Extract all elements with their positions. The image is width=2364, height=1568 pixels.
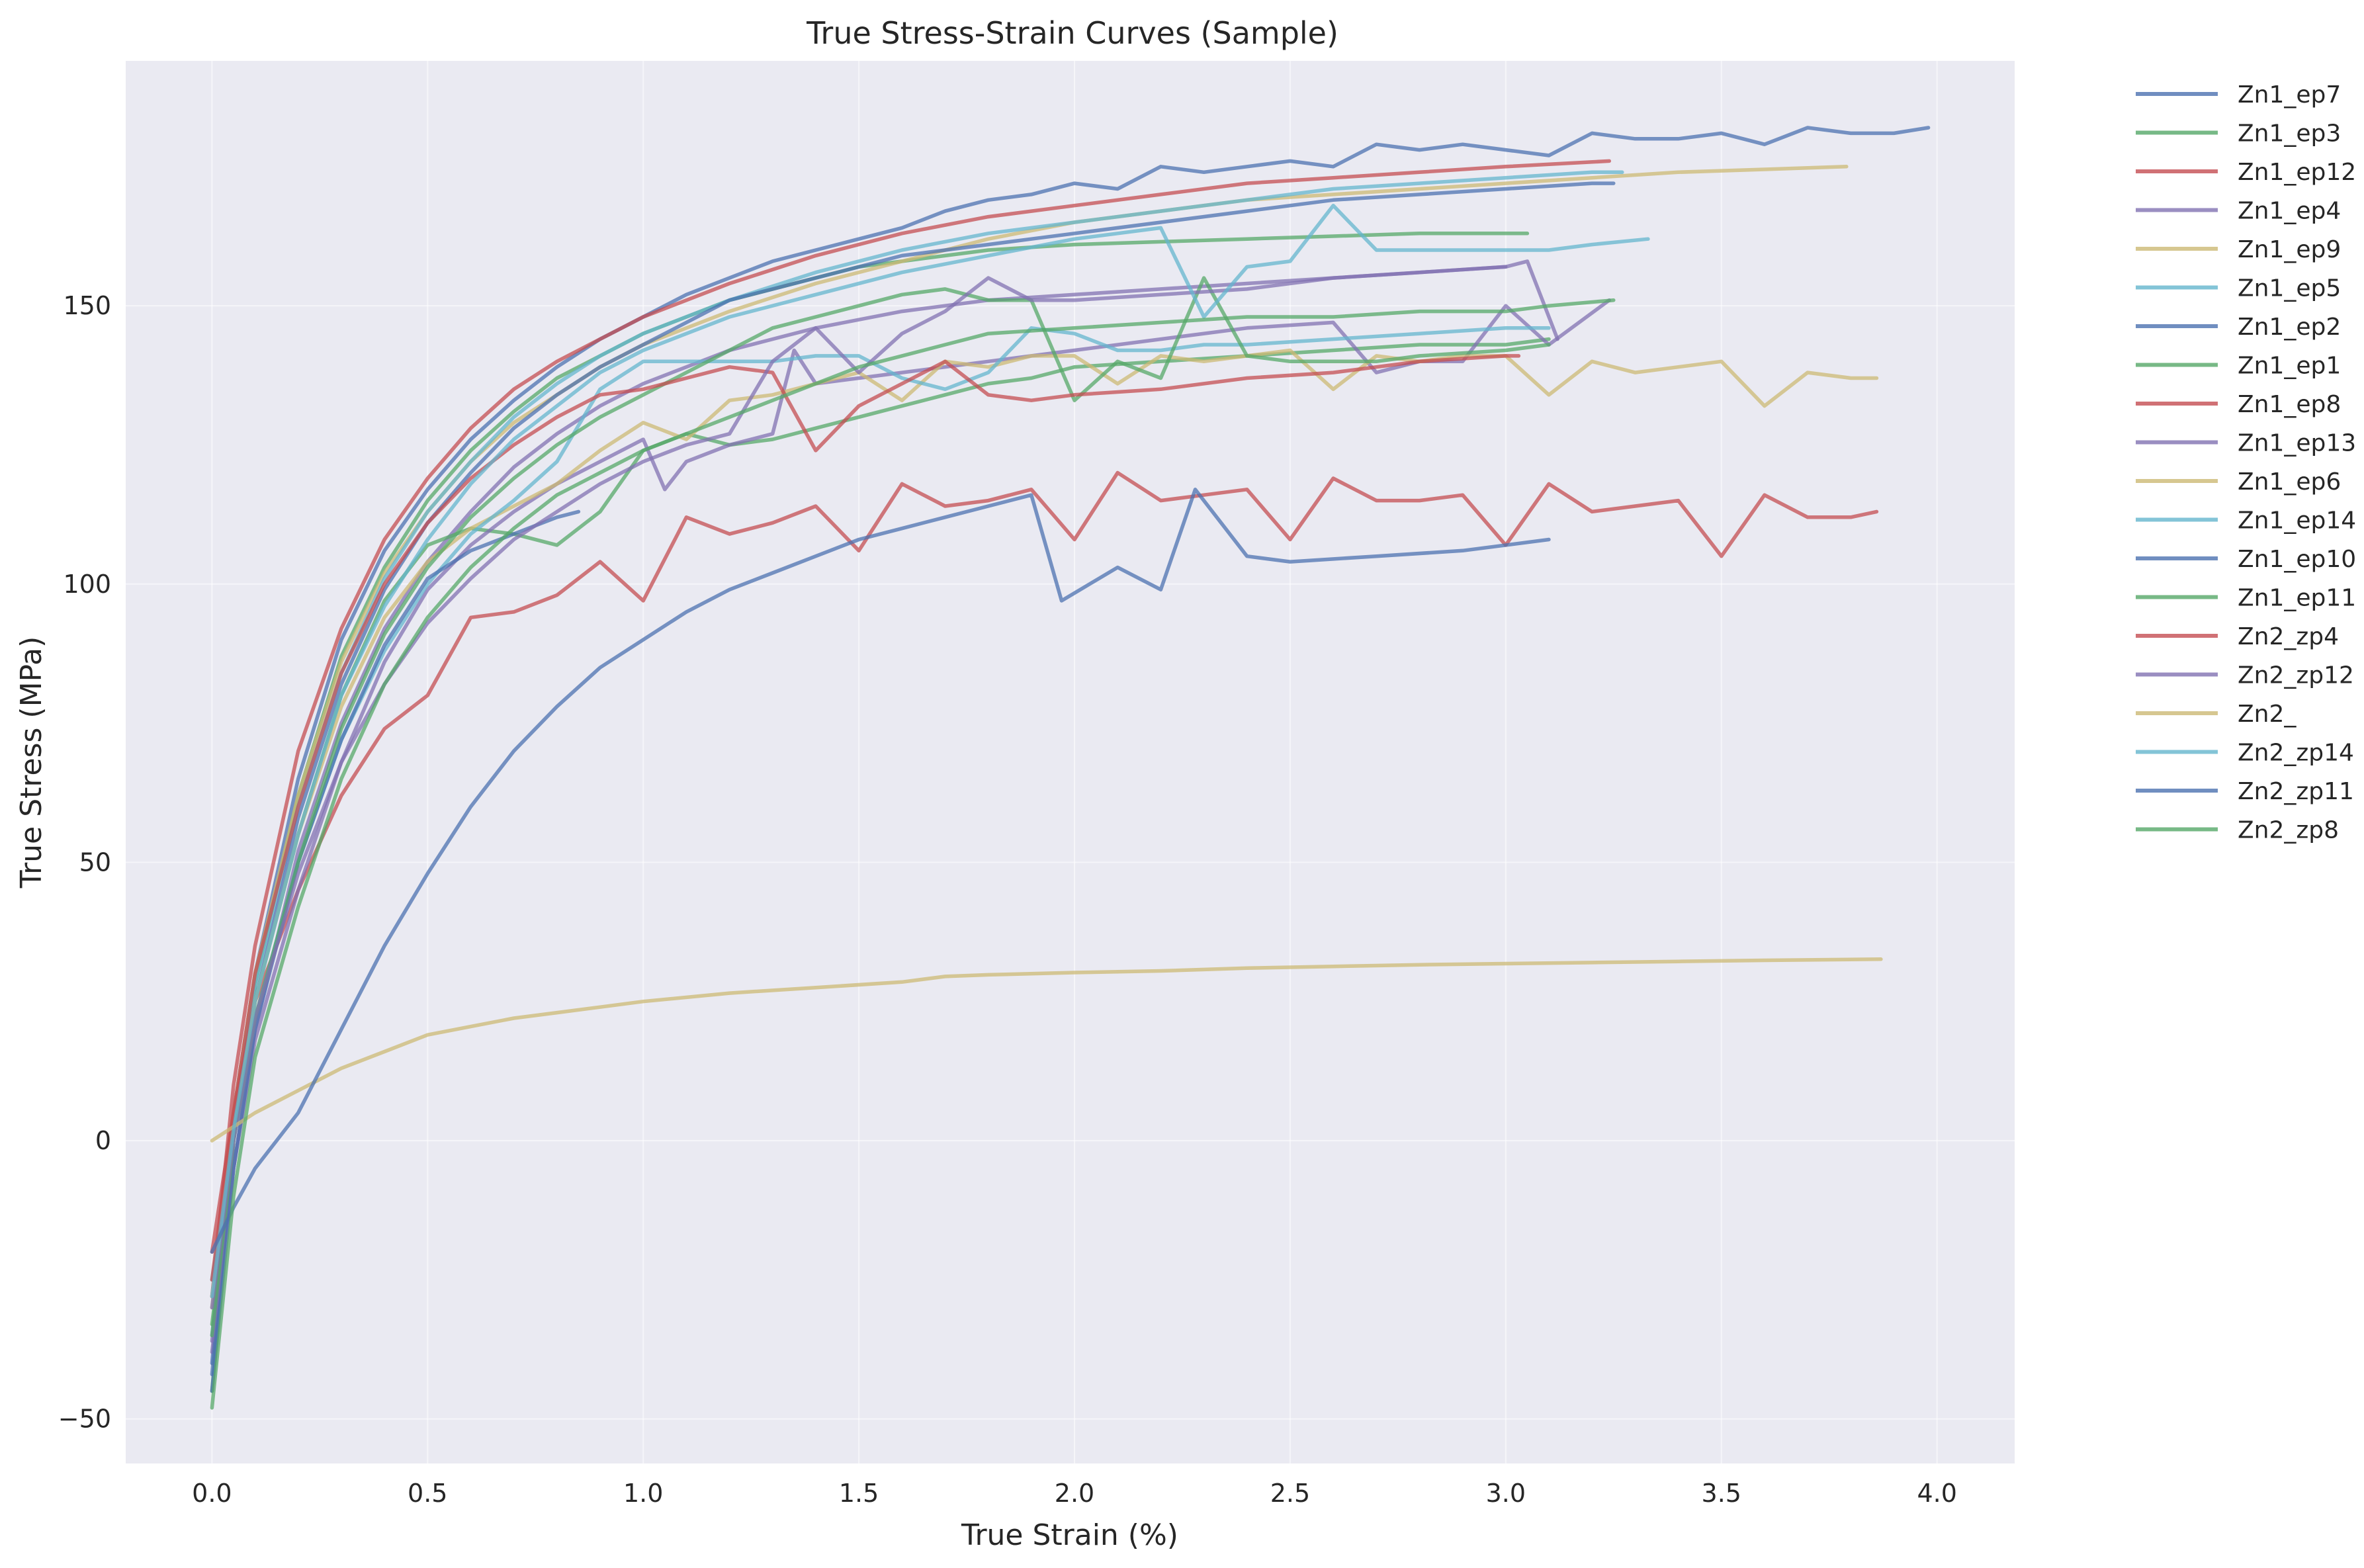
legend-label: Zn2_zp12 (2238, 662, 2354, 689)
x-tick-label: 3.0 (1486, 1479, 1526, 1508)
x-tick-labels: 0.0 0.5 1.0 1.5 2.0 2.5 3.0 3.5 4.0 (192, 1479, 1957, 1508)
legend: Zn1_ep7 Zn1_ep3 Zn1_ep12 Zn1_ep4 Zn1_ep9 Zn1_… (2136, 81, 2356, 844)
x-tick-label: 1.0 (623, 1479, 663, 1508)
y-axis-title: True Stress (MPa) (15, 636, 48, 889)
legend-label: Zn1_ep8 (2238, 391, 2341, 418)
data-series (210, 126, 1931, 1410)
legend-label: Zn1_ep2 (2238, 314, 2341, 341)
legend-label: Zn1_ep14 (2238, 507, 2356, 535)
series-line-zn2-zp14 (210, 203, 1650, 1299)
chart-title: True Stress-Strain Curves (Sample) (806, 15, 1338, 51)
legend-label: Zn1_ep12 (2238, 159, 2356, 186)
series-line-zn1-ep11 (210, 276, 1551, 1338)
y-tick-label: 50 (79, 848, 111, 877)
legend-label: Zn1_ep11 (2238, 585, 2356, 612)
series-line-zn1-ep13 (210, 298, 1612, 1343)
x-tick-label: 2.5 (1270, 1479, 1310, 1508)
series-line-zn2- (210, 957, 1883, 1143)
legend-label: Zn1_ep1 (2238, 353, 2341, 380)
legend-label: Zn1_ep4 (2238, 198, 2341, 225)
series-line-zn1-ep12 (210, 159, 1612, 1299)
plot-area (126, 61, 2015, 1463)
legend-label: Zn1_ep6 (2238, 468, 2341, 496)
legend-label: Zn1_ep13 (2238, 430, 2356, 457)
legend-label: Zn2_zp14 (2238, 740, 2354, 767)
series-line-zn2-zp4 (210, 354, 1521, 1282)
legend-label: Zn1_ep10 (2238, 546, 2356, 573)
legend-label: Zn1_ep5 (2238, 275, 2341, 302)
x-tick-label: 3.5 (1702, 1479, 1741, 1508)
y-tick-label: −50 (58, 1405, 111, 1434)
grid-lines (126, 61, 2015, 1463)
y-tick-labels: −50 0 50 100 150 (58, 291, 111, 1434)
legend-label: Zn2_ (2238, 701, 2297, 728)
legend-label: Zn1_ep9 (2238, 236, 2341, 263)
legend-label: Zn1_ep7 (2238, 81, 2341, 109)
series-line-zn1-ep7 (210, 126, 1931, 1366)
series-line-zn1-ep8 (210, 470, 1879, 1254)
series-line-zn2-zp8 (210, 298, 1616, 1410)
legend-label: Zn1_ep3 (2238, 120, 2341, 148)
y-tick-label: 100 (63, 570, 111, 599)
x-axis-title: True Strain (%) (961, 1518, 1178, 1552)
x-tick-label: 4.0 (1917, 1479, 1956, 1508)
series-line-zn1-ep14 (210, 326, 1551, 1282)
x-tick-label: 1.5 (839, 1479, 879, 1508)
legend-label: Zn2_zp11 (2238, 778, 2354, 805)
x-tick-label: 0.0 (192, 1479, 232, 1508)
series-line-zn1-ep9 (210, 165, 1849, 1310)
series-line-zn1-ep6 (210, 348, 1879, 1299)
x-tick-label: 2.0 (1055, 1479, 1094, 1508)
legend-label: Zn2_zp8 (2238, 817, 2339, 844)
series-line-zn2-zp12 (210, 265, 1508, 1310)
y-tick-label: 0 (95, 1126, 111, 1155)
series-line-zn2-zp11 (210, 488, 1551, 1254)
series-line-zn1-ep2 (210, 181, 1616, 1377)
legend-label: Zn2_zp4 (2238, 623, 2339, 650)
y-tick-label: 150 (63, 291, 111, 320)
x-tick-label: 0.5 (408, 1479, 447, 1508)
